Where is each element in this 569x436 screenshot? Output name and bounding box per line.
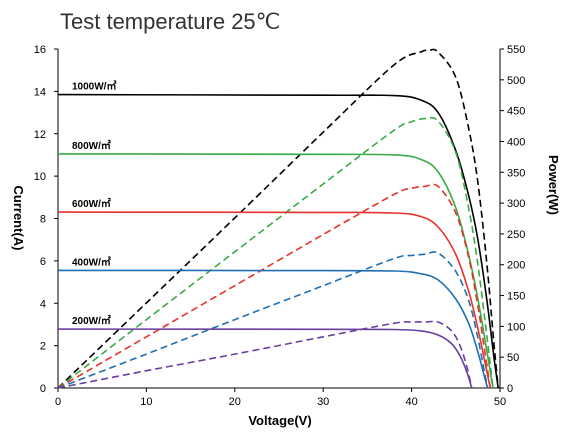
power-curve-600w	[57, 183, 492, 389]
y-left-tick-label: 8	[40, 214, 46, 226]
y-right-tick-label: 450	[507, 106, 525, 118]
y-right-tick-label: 550	[507, 44, 525, 56]
y-right-tick-label: 150	[507, 291, 525, 303]
x-tick-label: 0	[55, 396, 61, 408]
y-left-tick-label: 12	[34, 129, 46, 141]
current-curve-400w	[57, 269, 489, 389]
y-left-tick-label: 16	[34, 44, 46, 56]
y-right-tick-label: 200	[507, 260, 525, 272]
y-left-tick-label: 10	[34, 171, 46, 183]
plot-area: 0 10 20 30 40 5002468101214160501001502002503…	[34, 44, 526, 408]
series-label-800w: 800W/㎡	[72, 139, 111, 152]
y-left-tick-label: 14	[34, 86, 46, 98]
y-axis-left-label: Current(A)	[11, 186, 26, 251]
y-right-tick-label: 300	[507, 198, 525, 210]
series-label-600w: 600W/㎡	[72, 197, 111, 210]
current-curve-1000w	[57, 93, 499, 389]
y-left-tick-label: 6	[40, 256, 46, 268]
x-axis-label: Voltage(V)	[248, 413, 311, 428]
x-tick-label: 10	[140, 396, 152, 408]
power-curve-200w	[57, 320, 473, 389]
y-right-tick-label: 500	[507, 75, 525, 87]
current-curve-800w	[57, 153, 494, 389]
y-right-tick-label: 250	[507, 229, 525, 241]
series-label-1000w: 1000W/㎡	[72, 80, 116, 93]
y-left-tick-label: 0	[40, 383, 46, 395]
x-tick-label: 30	[317, 396, 329, 408]
chart-title: Test temperature 25℃	[60, 9, 280, 34]
x-tick-label: 50	[494, 396, 506, 408]
y-right-tick-label: 100	[507, 321, 525, 333]
y-left-tick-label: 2	[40, 341, 46, 353]
x-tick-label: 20	[229, 396, 241, 408]
power-curve-400w	[57, 251, 489, 389]
series-label-200w: 200W/㎡	[72, 314, 111, 327]
y-right-tick-label: 400	[507, 136, 525, 148]
y-axis-right-label: Power(W)	[546, 155, 561, 215]
current-curve-600w	[57, 211, 492, 389]
y-right-tick-label: 0	[507, 383, 513, 395]
x-tick-label: 40	[405, 396, 417, 408]
y-right-tick-label: 350	[507, 167, 525, 179]
y-right-tick-label: 50	[507, 352, 519, 364]
power-curve-800w	[57, 116, 494, 389]
y-left-tick-label: 4	[40, 298, 46, 310]
current-curve-200w	[57, 328, 473, 389]
series-label-400w: 400W/㎡	[72, 255, 111, 268]
